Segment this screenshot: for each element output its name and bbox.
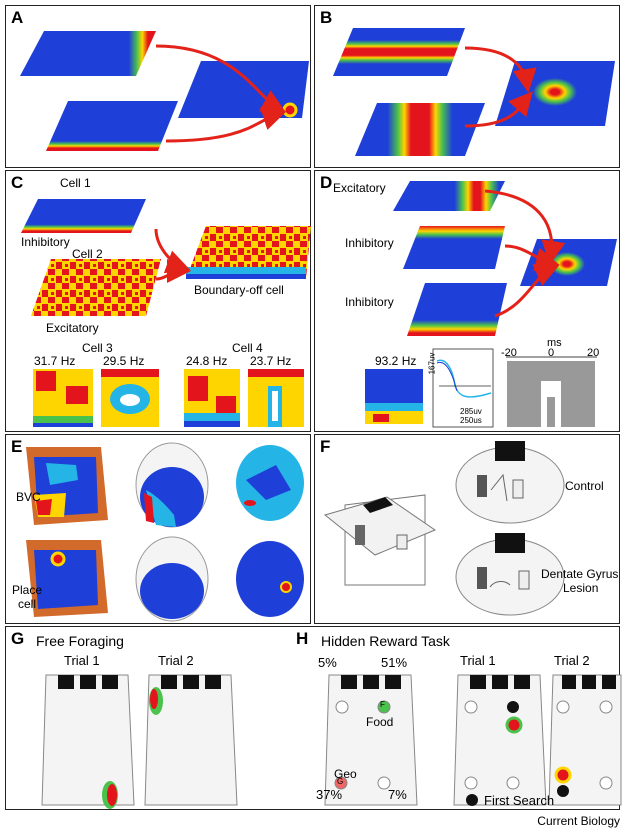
panel-b-diagram bbox=[333, 28, 615, 156]
rate-label: 93.2 Hz bbox=[375, 354, 417, 368]
g-trial2: Trial 2 bbox=[158, 653, 194, 668]
scale-h1: 285uv bbox=[460, 407, 482, 416]
pct-br: 7% bbox=[388, 787, 407, 802]
pct-tr: 51% bbox=[381, 655, 408, 670]
inhibitory-field bbox=[21, 199, 146, 233]
panel-e: E BVC Place cell bbox=[5, 434, 311, 624]
cell4-map1 bbox=[184, 369, 240, 427]
panel-gh-diagram bbox=[41, 674, 622, 809]
boundary-off-label: Boundary-off cell bbox=[194, 283, 284, 297]
h-arena-1 bbox=[453, 674, 547, 806]
g-title: Free Foraging bbox=[36, 633, 124, 649]
cell4-label: Cell 4 bbox=[232, 341, 263, 355]
panel-e-diagram bbox=[26, 442, 304, 622]
panel-c-diagram bbox=[21, 199, 311, 427]
h-title: Hidden Reward Task bbox=[321, 633, 450, 649]
boundary-field-vertical bbox=[355, 103, 485, 156]
lesion-label-1: Dentate Gyrus bbox=[541, 567, 619, 581]
panel-d: D bbox=[314, 170, 620, 432]
legend-dot bbox=[466, 794, 478, 806]
geo-label: Geo bbox=[334, 767, 357, 781]
excitatory-field bbox=[393, 181, 505, 211]
pct-tl: 5% bbox=[318, 655, 337, 670]
food-label: Food bbox=[366, 715, 394, 729]
boundary-off-field bbox=[186, 226, 311, 279]
control-label: Control bbox=[565, 479, 604, 493]
bvc-label: BVC bbox=[16, 490, 41, 504]
h-arena-0 bbox=[324, 674, 418, 806]
panel-c: C bbox=[5, 170, 311, 432]
excitatory-field bbox=[31, 259, 161, 316]
inhibitory-field-1 bbox=[403, 226, 505, 269]
panel-label: D bbox=[320, 173, 333, 192]
panel-label: A bbox=[11, 8, 24, 27]
panel-label: C bbox=[11, 173, 24, 192]
h-trial2: Trial 2 bbox=[554, 653, 590, 668]
ms-label: ms bbox=[547, 337, 562, 349]
tick-right: 20 bbox=[587, 347, 600, 359]
cell4-map2 bbox=[248, 369, 304, 427]
panel-a: A bbox=[5, 5, 311, 168]
excitatory-label: Excitatory bbox=[46, 321, 99, 335]
panel-label-g: G bbox=[11, 629, 25, 648]
panel-f: F Control Dentate Gyrus Lesion bbox=[314, 434, 620, 624]
panel-label-h: H bbox=[296, 629, 309, 648]
lesion-label-2: Lesion bbox=[563, 581, 599, 595]
rate-4: 23.7 Hz bbox=[250, 354, 292, 368]
cell-label: cell bbox=[18, 597, 37, 611]
food-marker: F bbox=[380, 700, 385, 709]
boundary-field-horizontal bbox=[333, 28, 465, 76]
cell3-map1 bbox=[33, 369, 93, 427]
autocorrelogram bbox=[506, 356, 597, 427]
panel-label: E bbox=[11, 437, 23, 456]
panel-b: B bbox=[314, 5, 620, 168]
rate-2: 29.5 Hz bbox=[103, 354, 145, 368]
place-label: Place bbox=[12, 583, 43, 597]
panel-label: F bbox=[320, 437, 331, 456]
panel-f-diagram bbox=[323, 441, 565, 616]
h-trial1: Trial 1 bbox=[460, 653, 496, 668]
panel-d-diagram bbox=[365, 181, 617, 428]
waveform-box bbox=[432, 348, 494, 428]
pct-bl: 37% bbox=[316, 787, 343, 802]
rate-3: 24.8 Hz bbox=[186, 354, 228, 368]
boundary-field-east bbox=[20, 31, 156, 76]
cell1-label: Cell 1 bbox=[60, 176, 91, 190]
boundary-field-south bbox=[46, 101, 178, 151]
scale-v: 167uv bbox=[427, 352, 437, 375]
tick-mid: 0 bbox=[548, 347, 555, 359]
panel-a-diagram bbox=[20, 31, 309, 151]
geo-marker: G bbox=[337, 777, 344, 786]
inhibitory-label: Inhibitory bbox=[21, 235, 70, 249]
cell3-label: Cell 3 bbox=[82, 341, 113, 355]
inhibitory-label-2: Inhibitory bbox=[345, 295, 394, 309]
journal-label: Current Biology bbox=[537, 814, 620, 828]
excitatory-label: Excitatory bbox=[333, 181, 386, 195]
rate-1: 31.7 Hz bbox=[34, 354, 76, 368]
cell2-label: Cell 2 bbox=[72, 247, 103, 261]
g-arena-1 bbox=[41, 674, 135, 809]
g-arena-2 bbox=[144, 674, 238, 806]
panel-label: B bbox=[320, 8, 333, 27]
cell3-map2 bbox=[101, 369, 159, 427]
scale-h2: 250us bbox=[460, 416, 482, 425]
h-arena-2 bbox=[548, 674, 622, 806]
inhibitory-field-2 bbox=[407, 283, 507, 336]
first-search-label: First Search bbox=[484, 793, 555, 808]
tick-left: -20 bbox=[501, 347, 517, 359]
inhibitory-label-1: Inhibitory bbox=[345, 236, 394, 250]
g-trial1: Trial 1 bbox=[64, 653, 100, 668]
panel-gh: G H Free Foraging Hidden Reward Task Tri… bbox=[5, 626, 622, 810]
